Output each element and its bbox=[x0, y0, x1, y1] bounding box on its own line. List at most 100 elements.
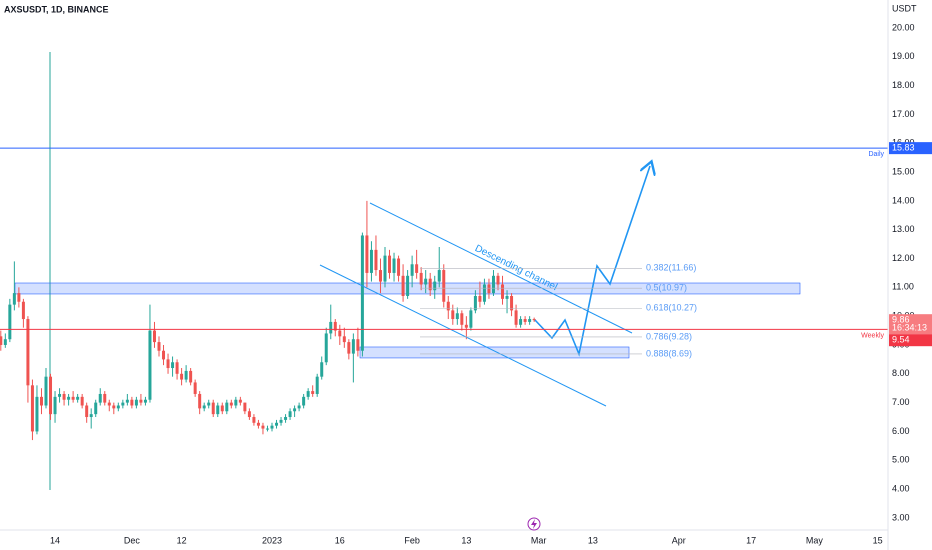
candle-body bbox=[85, 405, 89, 418]
last-price-tag bbox=[889, 314, 932, 335]
x-tick-label: May bbox=[806, 535, 824, 545]
candle-body bbox=[35, 396, 39, 432]
candle-body bbox=[374, 249, 378, 271]
candle-body bbox=[116, 405, 120, 409]
candle-body bbox=[30, 385, 34, 432]
y-tick-label: 19.00 bbox=[892, 51, 915, 61]
candle-body bbox=[261, 425, 265, 429]
candle-body bbox=[243, 402, 247, 412]
candle-body bbox=[17, 293, 21, 302]
candle-body bbox=[297, 405, 301, 409]
x-tick-label: Dec bbox=[124, 535, 141, 545]
candle-body bbox=[383, 255, 387, 282]
candle-body bbox=[225, 402, 229, 412]
candle-body bbox=[401, 275, 405, 296]
candles bbox=[0, 200, 536, 441]
candle-body bbox=[528, 319, 532, 322]
x-tick-label: 13 bbox=[461, 535, 471, 545]
candle-body bbox=[302, 396, 306, 406]
candle-body bbox=[94, 402, 98, 415]
candle-body bbox=[442, 270, 446, 302]
candle-body bbox=[252, 417, 256, 423]
candle-body bbox=[496, 275, 500, 285]
candle-body bbox=[446, 301, 450, 311]
candle-body bbox=[365, 235, 369, 273]
candle-body bbox=[275, 422, 279, 426]
candle-body bbox=[410, 264, 414, 276]
candle-body bbox=[44, 376, 48, 406]
candle-body bbox=[39, 396, 43, 406]
candle-body bbox=[315, 376, 319, 394]
candle-body bbox=[424, 278, 428, 285]
candle-body bbox=[234, 399, 238, 406]
candle-body bbox=[58, 393, 62, 397]
candle-body bbox=[501, 284, 505, 299]
candle-body bbox=[519, 319, 523, 325]
candle-body bbox=[478, 295, 482, 302]
candle-body bbox=[428, 278, 432, 291]
candle-body bbox=[433, 281, 437, 291]
x-tick-label: 14 bbox=[50, 535, 60, 545]
candle-body bbox=[293, 408, 297, 412]
candle-body bbox=[487, 284, 491, 294]
candle-body bbox=[338, 330, 342, 337]
candle-body bbox=[211, 402, 215, 415]
candle-body bbox=[256, 422, 260, 426]
candle-body bbox=[437, 270, 441, 282]
candle-body bbox=[184, 370, 188, 380]
symbol-title: AXSUSDT, 1D, BINANCE bbox=[4, 4, 109, 14]
fib-label: 0.786(9.28) bbox=[646, 331, 692, 341]
zone bbox=[359, 346, 630, 359]
candle-body bbox=[397, 258, 401, 276]
candle-body bbox=[333, 321, 337, 331]
price-tag bbox=[889, 334, 932, 347]
y-tick-label: 7.00 bbox=[892, 397, 910, 407]
candle-body bbox=[270, 425, 274, 429]
candle-body bbox=[21, 301, 25, 320]
candle-body bbox=[473, 295, 477, 311]
candle-body bbox=[0, 336, 3, 345]
candle-body bbox=[76, 396, 80, 400]
candle-body bbox=[288, 411, 292, 418]
fib-label: 0.382(11.66) bbox=[646, 263, 696, 273]
candle-body bbox=[62, 393, 66, 400]
candle-body bbox=[103, 393, 107, 403]
candle-body bbox=[505, 295, 509, 299]
candle-body bbox=[460, 313, 464, 325]
candle-body bbox=[351, 339, 355, 354]
candle-body bbox=[202, 405, 206, 409]
y-tick-label: 18.00 bbox=[892, 80, 915, 90]
fib-label: 0.5(10.97) bbox=[646, 283, 687, 293]
candle-body bbox=[26, 319, 30, 386]
x-tick-label: 2023 bbox=[262, 535, 282, 545]
candle-body bbox=[134, 399, 138, 406]
candle-body bbox=[360, 235, 364, 351]
candle-body bbox=[347, 342, 351, 354]
candle-body bbox=[12, 293, 16, 305]
candle-body bbox=[112, 405, 116, 409]
x-tick-label: 15 bbox=[873, 535, 883, 545]
candle-body bbox=[320, 362, 324, 377]
candle-body bbox=[388, 255, 392, 273]
y-tick-label: 11.00 bbox=[892, 282, 914, 292]
candle-body bbox=[171, 362, 175, 369]
candle-body bbox=[406, 275, 410, 296]
candle-body bbox=[369, 249, 373, 273]
y-tick-label: 5.00 bbox=[892, 455, 910, 465]
candle-body bbox=[49, 376, 53, 415]
candle-body bbox=[514, 310, 518, 325]
fib-label: 0.618(10.27) bbox=[646, 303, 697, 313]
last-price-label: 9.86 bbox=[892, 315, 910, 325]
candle-body bbox=[464, 324, 468, 328]
candle-body bbox=[180, 373, 184, 380]
candle-body bbox=[306, 391, 310, 397]
x-tick-label: 12 bbox=[177, 535, 187, 545]
candle-body bbox=[216, 405, 220, 415]
x-tick-label: 13 bbox=[588, 535, 598, 545]
level-name: Weekly bbox=[861, 332, 884, 339]
channel-lower bbox=[319, 264, 607, 407]
candle-body bbox=[510, 295, 514, 311]
